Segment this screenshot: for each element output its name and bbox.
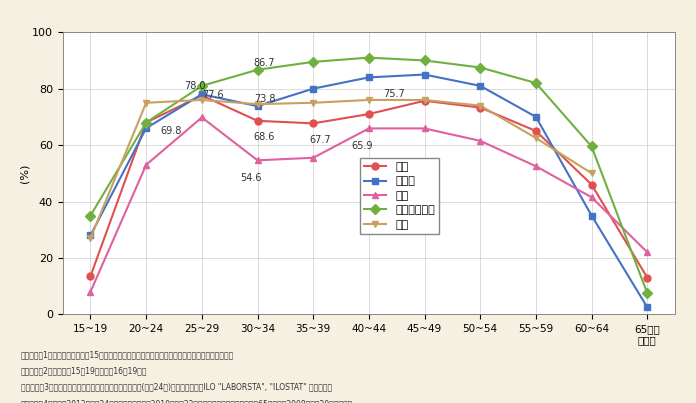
スウェーデン — [476, 65, 484, 70]
日本 — [198, 93, 206, 98]
韓国 — [420, 126, 429, 131]
スウェーデン — [253, 67, 262, 72]
Text: 68.6: 68.6 — [254, 133, 275, 143]
韓国 — [86, 289, 95, 294]
Text: （備考）　1．「労働力率」は，15歳以上人口に占める労働力人口（就業者＋完全失業者）の割合。: （備考） 1．「労働力率」は，15歳以上人口に占める労働力人口（就業者＋完全失業… — [21, 351, 234, 359]
Text: 3．日本は総務省「労働力調査（基本集計）」(平成24年)，その他の国はILO "LABORSTA", "ILOSTAT" より作成。: 3．日本は総務省「労働力調査（基本集計）」(平成24年)，その他の国はILO "… — [21, 383, 332, 392]
米国 — [532, 135, 540, 141]
Text: 86.7: 86.7 — [254, 58, 275, 68]
スウェーデン — [420, 58, 429, 63]
ドイツ — [420, 72, 429, 77]
日本 — [587, 182, 596, 187]
Y-axis label: (%): (%) — [19, 164, 29, 183]
米国 — [198, 98, 206, 102]
日本 — [420, 98, 429, 103]
米国 — [309, 100, 317, 105]
ドイツ — [476, 83, 484, 88]
米国 — [86, 236, 95, 241]
韓国 — [198, 115, 206, 120]
米国 — [420, 98, 429, 102]
ドイツ — [587, 213, 596, 218]
スウェーデン — [309, 59, 317, 64]
Line: 米国: 米国 — [87, 96, 595, 242]
Line: ドイツ: ドイツ — [87, 71, 651, 311]
米国 — [142, 100, 150, 105]
ドイツ — [198, 92, 206, 97]
韓国 — [532, 164, 540, 168]
Line: 韓国: 韓国 — [87, 114, 651, 295]
日本 — [643, 275, 651, 280]
韓国 — [309, 155, 317, 160]
スウェーデン — [86, 213, 95, 218]
Text: 54.6: 54.6 — [240, 173, 261, 183]
ドイツ — [309, 86, 317, 91]
ドイツ — [142, 126, 150, 131]
韓国 — [253, 158, 262, 163]
スウェーデン — [532, 81, 540, 85]
日本 — [86, 274, 95, 279]
日本 — [365, 112, 373, 116]
ドイツ — [86, 233, 95, 238]
米国 — [476, 103, 484, 108]
韓国 — [476, 139, 484, 143]
Line: スウェーデン: スウェーデン — [87, 54, 651, 297]
日本 — [142, 120, 150, 125]
韓国 — [643, 250, 651, 255]
Text: 75.7: 75.7 — [383, 89, 405, 99]
米国 — [587, 171, 596, 176]
スウェーデン — [198, 83, 206, 88]
日本 — [309, 121, 317, 126]
韓国 — [587, 195, 596, 200]
Text: 4．日本は2012（平成24）年，その他の国は2010（平成22）年の数値（ただし，ドイツの65歳以上は2008（平成20年）。）。: 4．日本は2012（平成24）年，その他の国は2010（平成22）年の数値（ただ… — [21, 399, 353, 403]
Line: 日本: 日本 — [87, 92, 651, 281]
韓国 — [365, 126, 373, 131]
Text: 67.7: 67.7 — [309, 135, 331, 145]
ドイツ — [532, 114, 540, 119]
スウェーデン — [643, 291, 651, 296]
ドイツ — [365, 75, 373, 80]
Text: 65.9: 65.9 — [351, 141, 372, 152]
米国 — [253, 102, 262, 106]
ドイツ — [643, 305, 651, 310]
日本 — [253, 118, 262, 123]
Text: 2．米国の「15～19歳」は，16～19歳。: 2．米国の「15～19歳」は，16～19歳。 — [21, 367, 148, 376]
スウェーデン — [587, 144, 596, 149]
Text: 69.8: 69.8 — [161, 126, 182, 136]
韓国 — [142, 162, 150, 167]
日本 — [476, 105, 484, 110]
ドイツ — [253, 104, 262, 108]
Text: 78.0: 78.0 — [184, 81, 205, 91]
スウェーデン — [142, 120, 150, 125]
Text: 73.8: 73.8 — [254, 94, 275, 104]
日本 — [532, 129, 540, 133]
Legend: 日本, ドイツ, 韓国, スウェーデン, 米国: 日本, ドイツ, 韓国, スウェーデン, 米国 — [360, 158, 439, 234]
スウェーデン — [365, 55, 373, 60]
Text: 77.6: 77.6 — [202, 90, 223, 100]
米国 — [365, 98, 373, 102]
